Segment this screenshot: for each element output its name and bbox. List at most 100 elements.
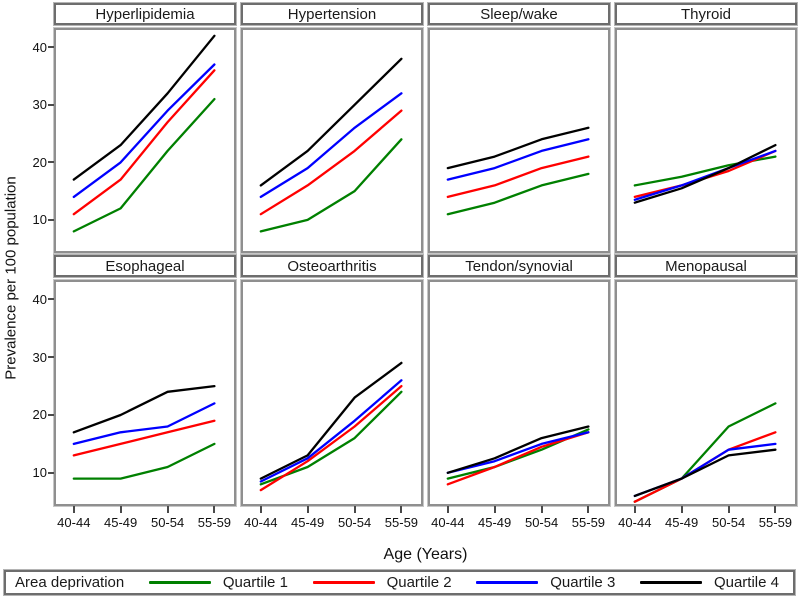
panel-row-bottom: Esophageal Osteoarthritis Tendon/synovial M… (53, 254, 798, 507)
line-quartile-4-hyperlipidemia (72, 34, 216, 181)
x-tick-label-55-59: 55-59 (384, 515, 419, 530)
y-tick-label-40-row1: 40 (32, 291, 47, 307)
panel-thyroid: Thyroid (614, 2, 798, 254)
legend-label-quartile-1: Quartile 1 (222, 574, 288, 591)
plot-svg-tendon-synovial (446, 425, 590, 486)
x-tick-mark (306, 506, 309, 513)
line-quartile-4-esophageal (72, 384, 216, 434)
panel-hypertension: Hypertension (240, 2, 424, 254)
y-tick-label-40-row0: 40 (32, 39, 47, 55)
x-tick-label-55-59: 55-59 (571, 515, 606, 530)
x-tick-mark (446, 506, 449, 513)
x-tick-mark (400, 506, 403, 513)
line-quartile-1-hyperlipidemia (72, 97, 216, 233)
x-tick-label-45-49: 45-49 (103, 515, 138, 530)
y-tick-mark (48, 471, 54, 474)
panel-title-hypertension: Hypertension (240, 2, 424, 26)
x-tick-label-50-54: 50-54 (337, 515, 372, 530)
plot-svg-hypertension (259, 57, 403, 233)
plot-area-tendon-synovial (427, 279, 611, 507)
plot-area-thyroid (614, 27, 798, 254)
x-tick-mark (727, 506, 730, 513)
y-tick-mark (48, 298, 54, 301)
y-tick-label-30-row0: 30 (32, 97, 47, 113)
x-tick-mark (72, 506, 75, 513)
y-tick-label-10-row0: 10 (32, 212, 47, 228)
line-quartile-4-menopausal (633, 448, 777, 498)
line-quartile-1-sleep-wake (446, 172, 590, 216)
legend-line-quartile-2 (312, 581, 375, 584)
line-quartile-4-sleep-wake (446, 126, 590, 170)
plot-area-esophageal (53, 279, 237, 507)
line-quartile-1-hypertension (259, 138, 403, 233)
x-tick-mark (119, 506, 122, 513)
legend: Area deprivation Quartile 1 Quartile 2 Qua… (3, 569, 796, 596)
panel-osteoarthritis: Osteoarthritis (240, 254, 424, 507)
plot-svg-esophageal (72, 384, 216, 480)
legend-title: Area deprivation (15, 574, 125, 591)
legend-entry-quartile-4: Quartile 4 (639, 574, 779, 591)
legend-label-quartile-2: Quartile 2 (386, 574, 452, 591)
x-tick-mark (166, 506, 169, 513)
line-quartile-3-sleep-wake (446, 138, 590, 181)
x-axis-title: Age (Years) (383, 546, 468, 563)
line-quartile-3-hyperlipidemia (72, 63, 216, 199)
line-quartile-2-hypertension (259, 109, 403, 216)
panel-title-menopausal: Menopausal (614, 254, 798, 278)
x-tick-mark (540, 506, 543, 513)
plot-svg-menopausal (633, 402, 777, 503)
panel-hyperlipidemia: Hyperlipidemia (53, 2, 237, 254)
line-quartile-2-tendon-synovial (446, 431, 590, 486)
panel-title-thyroid: Thyroid (614, 2, 798, 26)
y-tick-label-30-row1: 30 (32, 349, 47, 365)
panel-title-sleep-wake: Sleep/wake (427, 2, 611, 26)
plot-svg-hyperlipidemia (72, 34, 216, 233)
line-quartile-4-thyroid (633, 143, 777, 204)
x-tick-label-40-44: 40-44 (244, 515, 278, 530)
line-quartile-1-esophageal (72, 442, 216, 480)
plot-svg-thyroid (633, 143, 777, 204)
x-tick-label-40-44: 40-44 (57, 515, 91, 530)
x-tick-label-55-59: 55-59 (197, 515, 232, 530)
x-tick-label-45-49: 45-49 (664, 515, 699, 530)
x-tick-mark (493, 506, 496, 513)
panel-title-esophageal: Esophageal (53, 254, 237, 278)
x-tick-label-45-49: 45-49 (477, 515, 512, 530)
line-quartile-4-tendon-synovial (446, 425, 590, 474)
legend-label-quartile-3: Quartile 3 (550, 574, 616, 591)
y-tick-label-10-row1: 10 (32, 465, 47, 481)
y-tick-mark (48, 103, 54, 106)
legend-line-quartile-4 (639, 581, 702, 584)
line-quartile-3-thyroid (633, 149, 777, 201)
line-quartile-2-esophageal (72, 419, 216, 457)
y-tick-mark (48, 356, 54, 359)
x-tick-mark (774, 506, 777, 513)
legend-line-quartile-3 (476, 581, 539, 584)
x-tick-label-55-59: 55-59 (758, 515, 793, 530)
panel-sleep-wake: Sleep/wake (427, 2, 611, 254)
x-tick-label-40-44: 40-44 (618, 515, 652, 530)
line-quartile-3-esophageal (72, 402, 216, 446)
line-quartile-2-osteoarthritis (259, 384, 403, 492)
y-tick-mark (48, 218, 54, 221)
legend-entry-quartile-1: Quartile 1 (148, 574, 288, 591)
x-tick-label-50-54: 50-54 (524, 515, 559, 530)
x-tick-mark (680, 506, 683, 513)
plot-area-osteoarthritis (240, 279, 424, 507)
plot-svg-sleep-wake (446, 126, 590, 216)
y-tick-mark (48, 46, 54, 49)
y-tick-label-20-row0: 20 (32, 154, 47, 170)
plot-svg-osteoarthritis (259, 361, 403, 492)
plot-area-hypertension (240, 27, 424, 254)
x-tick-mark (213, 506, 216, 513)
panel-title-tendon-synovial: Tendon/synovial (427, 254, 611, 278)
panel-menopausal: Menopausal (614, 254, 798, 507)
legend-label-quartile-4: Quartile 4 (713, 574, 779, 591)
x-tick-mark (353, 506, 356, 513)
panel-title-hyperlipidemia: Hyperlipidemia (53, 2, 237, 26)
x-tick-mark (587, 506, 590, 513)
line-quartile-3-osteoarthritis (259, 379, 403, 483)
plot-area-menopausal (614, 279, 798, 507)
x-tick-label-40-44: 40-44 (431, 515, 465, 530)
